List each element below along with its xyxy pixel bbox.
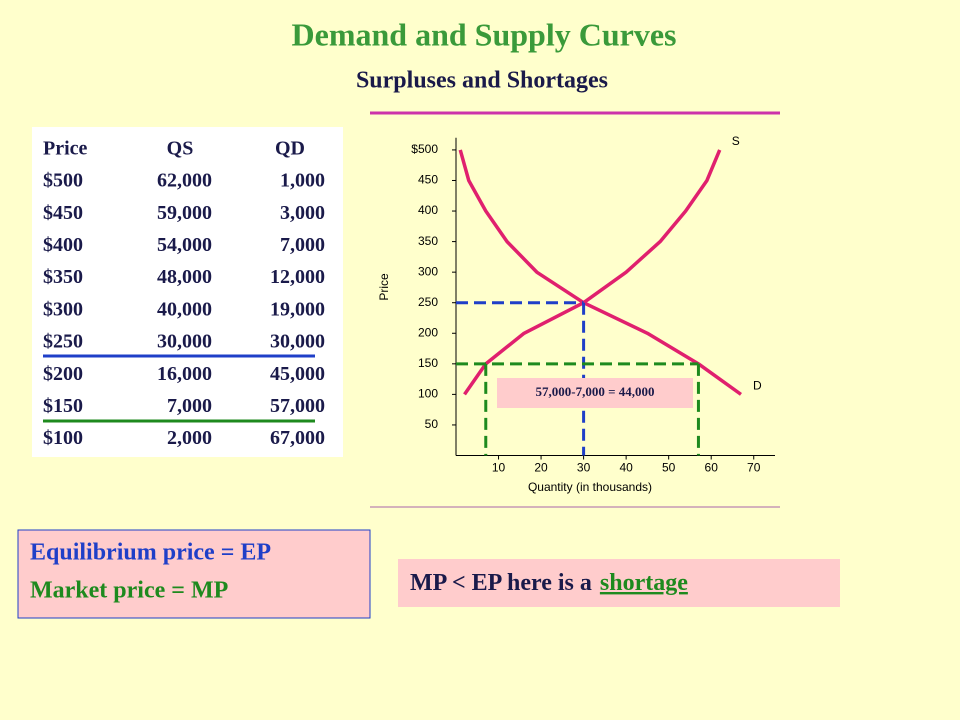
table-header: Price xyxy=(43,138,88,160)
table: Price QS QD $500 62,000 1,000 $450 59,000 3,000 $… xyxy=(43,138,325,450)
curve-label: D xyxy=(753,379,762,393)
y-tick-label: $500 xyxy=(411,142,438,156)
table-cell: 7,000 xyxy=(167,395,212,417)
statement: MP < EP here is a shortage xyxy=(410,570,688,596)
subtitle: Surpluses and Shortages xyxy=(356,68,608,94)
y-tick-label: 50 xyxy=(425,417,439,431)
table-cell: 30,000 xyxy=(157,331,212,353)
table-cell: 45,000 xyxy=(270,363,325,385)
table-cell: 16,000 xyxy=(157,363,212,385)
table-cell: $300 xyxy=(43,298,83,320)
x-tick-label: 70 xyxy=(747,461,761,475)
table-bg xyxy=(32,127,343,457)
x-tick-label: 50 xyxy=(662,461,676,475)
y-tick-label: 450 xyxy=(418,173,438,187)
table-cell: $200 xyxy=(43,363,83,385)
y-tick-label: 350 xyxy=(418,234,438,248)
table-cell: 7,000 xyxy=(280,234,325,256)
y-tick-label: 200 xyxy=(418,325,438,339)
annotation-box xyxy=(497,378,693,408)
table-cell: 40,000 xyxy=(157,298,212,320)
statement-emphasis: shortage xyxy=(600,570,688,596)
chart: 50 100 150 200 250 300 350 400 450 $500 10 20 30 40 50… xyxy=(377,134,775,494)
table-header: QS xyxy=(167,138,194,160)
table-header: QD xyxy=(275,138,305,160)
table-cell: 30,000 xyxy=(270,331,325,353)
y-tick-label: 300 xyxy=(418,264,438,278)
table-cell: 62,000 xyxy=(157,170,212,192)
curve xyxy=(458,149,742,396)
curve xyxy=(463,149,722,396)
x-tick-label: 20 xyxy=(534,461,548,475)
table-cell: $150 xyxy=(43,395,83,417)
curve-label: S xyxy=(732,134,740,148)
x-axis-label: Quantity (in thousands) xyxy=(528,480,652,494)
table-cell: 2,000 xyxy=(167,427,212,449)
table-cell: 59,000 xyxy=(157,202,212,224)
table-cell: 48,000 xyxy=(157,266,212,288)
y-tick-label: 150 xyxy=(418,356,438,370)
annotation: 57,000-7,000 = 44,000 xyxy=(536,384,655,399)
table-cell: 1,000 xyxy=(280,170,325,192)
y-axis-label: Price xyxy=(377,273,391,301)
title: Demand and Supply Curves xyxy=(292,16,677,52)
definition: Market price = MP xyxy=(30,578,228,604)
table-cell: 57,000 xyxy=(270,395,325,417)
definition: Equilibrium price = EP xyxy=(30,540,271,566)
table-cell: $350 xyxy=(43,266,83,288)
statement-box xyxy=(398,559,840,607)
table-cell: 19,000 xyxy=(270,298,325,320)
table-cell: $250 xyxy=(43,331,83,353)
definitions-box xyxy=(17,529,371,619)
x-tick-label: 60 xyxy=(705,461,719,475)
statement-text: MP < EP here is a xyxy=(410,570,592,596)
x-tick-label: 30 xyxy=(577,461,591,475)
table-cell: 12,000 xyxy=(270,266,325,288)
table-cell: $400 xyxy=(43,234,83,256)
y-tick-label: 400 xyxy=(418,203,438,217)
x-tick-label: 40 xyxy=(619,461,633,475)
y-tick-label: 100 xyxy=(418,387,438,401)
table-cell: $500 xyxy=(43,170,83,192)
table-cell: 67,000 xyxy=(270,427,325,449)
y-tick-label: 250 xyxy=(418,295,438,309)
table-cell: 54,000 xyxy=(157,234,212,256)
table-cell: $100 xyxy=(43,427,83,449)
table-cell: 3,000 xyxy=(280,202,325,224)
table-cell: $450 xyxy=(43,202,83,224)
x-tick-label: 10 xyxy=(492,461,506,475)
